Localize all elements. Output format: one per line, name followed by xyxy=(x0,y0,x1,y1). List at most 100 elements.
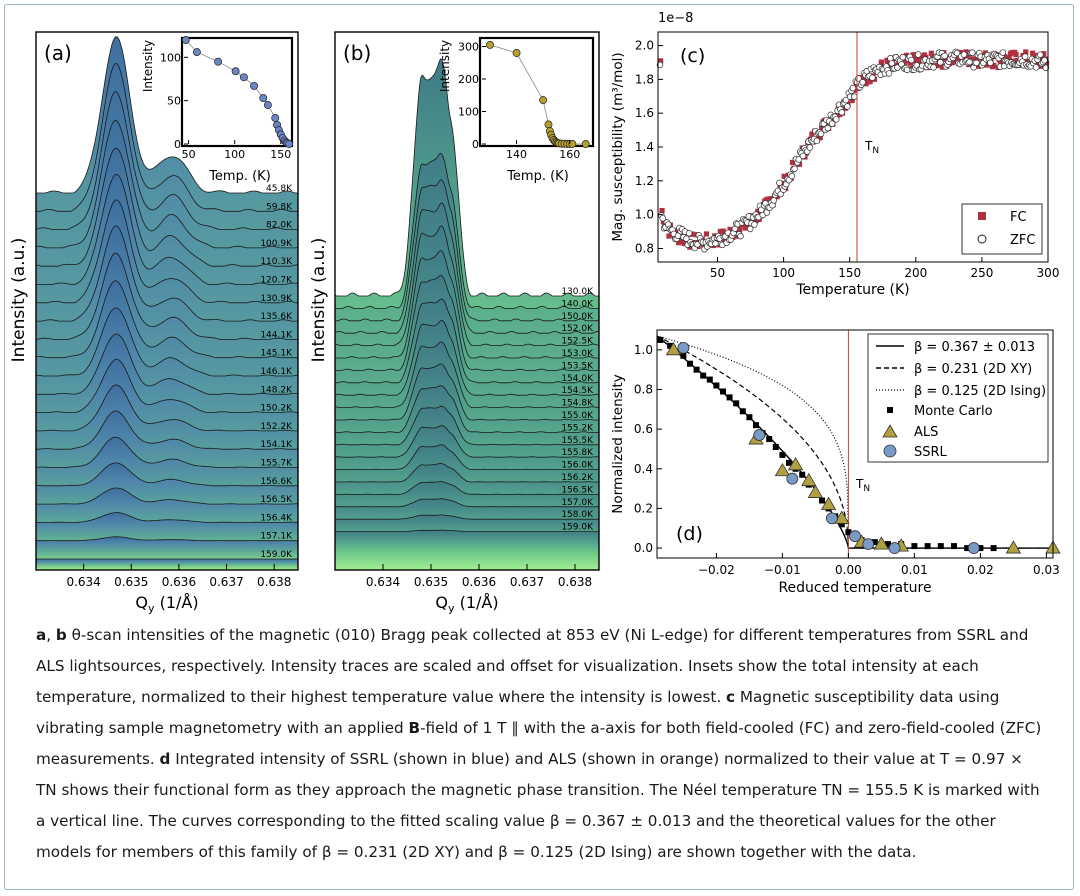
trace-temp-label: 154.0K xyxy=(561,374,594,384)
inset-point xyxy=(231,67,240,76)
trace-temp-label: 159.0K xyxy=(561,523,594,533)
trace-temp-label: 155.5K xyxy=(561,436,594,446)
y-tick-label: 0.2 xyxy=(634,501,653,515)
inset-x-tick-label: 50 xyxy=(182,148,196,161)
zfc-point xyxy=(937,59,944,66)
mc-point xyxy=(687,360,693,367)
fc-point xyxy=(1041,51,1047,57)
fc-point xyxy=(742,225,748,231)
fc-point xyxy=(928,50,934,56)
legend-box xyxy=(961,203,1043,255)
mc-point xyxy=(799,471,806,478)
mc-point xyxy=(990,545,997,552)
zfc-point xyxy=(791,165,798,172)
als-point xyxy=(774,462,791,477)
zfc-point xyxy=(683,235,690,242)
zfc-point xyxy=(795,156,803,163)
inset-point xyxy=(181,36,190,44)
mc-point xyxy=(753,422,759,429)
x-tick-label: 0.02 xyxy=(967,563,994,577)
x-tick-label: 0.03 xyxy=(1033,563,1060,577)
fc-point xyxy=(720,228,726,234)
ssrl-point xyxy=(849,530,861,543)
fc-point xyxy=(658,58,664,64)
trace-temp-label: 150.0K xyxy=(561,312,594,322)
trace-temp-label: 144.1K xyxy=(260,330,293,340)
trace-temp-label: 156.0K xyxy=(561,461,594,471)
figure-caption: a, b θ-scan intensities of the magnetic … xyxy=(36,626,1042,861)
panel-b-inset: 140 160 0 100 200 300 Intensity Temp. (K) xyxy=(438,36,595,184)
panel-c-ylabel: Mag. susceptibility (m³/mol) xyxy=(610,52,626,241)
fit-curve xyxy=(656,335,1053,549)
inset-y-tick-label: 50 xyxy=(167,95,181,108)
mc-point xyxy=(693,366,700,373)
legend-fc-label: FC xyxy=(1010,210,1027,225)
zfc-point xyxy=(930,64,937,71)
trace-temp-label: 154.8K xyxy=(561,399,594,409)
als-point xyxy=(834,510,850,524)
panel-c-exponent: 1e−8 xyxy=(658,11,693,26)
panel-d-tn-label: TN xyxy=(855,477,870,494)
fc-point xyxy=(984,62,990,68)
figure-canvas: 45.8K 59.8K 82.0K 100.9K 110.3K 120.7K 130.9K 1… xyxy=(9,11,1061,615)
mc-point xyxy=(667,342,674,349)
trace-temp-label: 155.2K xyxy=(561,423,594,433)
panel-d-ylabel: Normalized intensity xyxy=(610,374,626,513)
mc-point xyxy=(739,408,746,415)
trace-temp-label: 140.0K xyxy=(561,299,594,309)
mc-point xyxy=(838,521,845,528)
mc-point xyxy=(871,539,878,546)
trace xyxy=(36,558,298,570)
trace-temp-label: 150.2K xyxy=(260,404,293,414)
zfc-point xyxy=(842,96,850,104)
zfc-point xyxy=(1032,64,1040,71)
zfc-point xyxy=(941,52,948,60)
mc-point xyxy=(779,451,786,458)
mc-point xyxy=(720,388,726,395)
panel-d-xlabel: Reduced temperature xyxy=(778,580,931,596)
fc-point xyxy=(884,57,890,63)
x-tick-label: 0.637 xyxy=(510,575,544,589)
inset-x-tick-label: 100 xyxy=(224,148,245,161)
y-tick-label: 1.0 xyxy=(635,208,654,222)
inset-b-xlabel: Temp. (K) xyxy=(506,169,569,184)
legend-zfc-marker xyxy=(977,234,987,244)
legend-ssrl-marker xyxy=(883,444,897,458)
mc-point xyxy=(964,545,971,552)
mc-point xyxy=(786,459,792,466)
zfc-point xyxy=(788,172,796,180)
inset-point xyxy=(250,81,259,90)
inset-b-frame xyxy=(478,36,595,148)
als-point xyxy=(801,472,817,487)
fc-point xyxy=(728,227,735,233)
mc-point xyxy=(977,545,984,552)
trace-temp-label: 156.6K xyxy=(260,477,293,487)
fc-point xyxy=(1027,59,1033,65)
zfc-point xyxy=(776,179,783,187)
zfc-point xyxy=(960,51,968,58)
fc-point xyxy=(717,228,723,235)
zfc-point xyxy=(712,240,719,247)
trace-temp-label: 154.5K xyxy=(561,386,594,396)
zfc-point xyxy=(851,93,858,100)
mc-point xyxy=(680,352,687,359)
fc-point xyxy=(867,78,873,84)
fc-point xyxy=(1035,61,1041,67)
zfc-point xyxy=(914,51,922,58)
legend-als-label: ALS xyxy=(914,425,938,440)
trace-temp-label: 155.7K xyxy=(260,459,293,469)
panel-d-frame xyxy=(656,329,1054,559)
zfc-point xyxy=(907,56,915,64)
mc-point xyxy=(819,497,825,504)
fc-point xyxy=(973,56,979,62)
x-tick-label: 0.634 xyxy=(366,575,400,589)
mc-point xyxy=(706,376,713,383)
fc-point xyxy=(957,49,964,56)
x-tick-label: 0.638 xyxy=(558,575,592,589)
panel-c-tn-label: TN xyxy=(864,139,879,156)
ssrl-point xyxy=(888,542,901,554)
fc-point xyxy=(1006,55,1012,61)
y-tick-label: 1.2 xyxy=(635,174,654,188)
mc-point xyxy=(713,382,720,389)
inset-a-ylabel: Intensity xyxy=(141,40,155,92)
